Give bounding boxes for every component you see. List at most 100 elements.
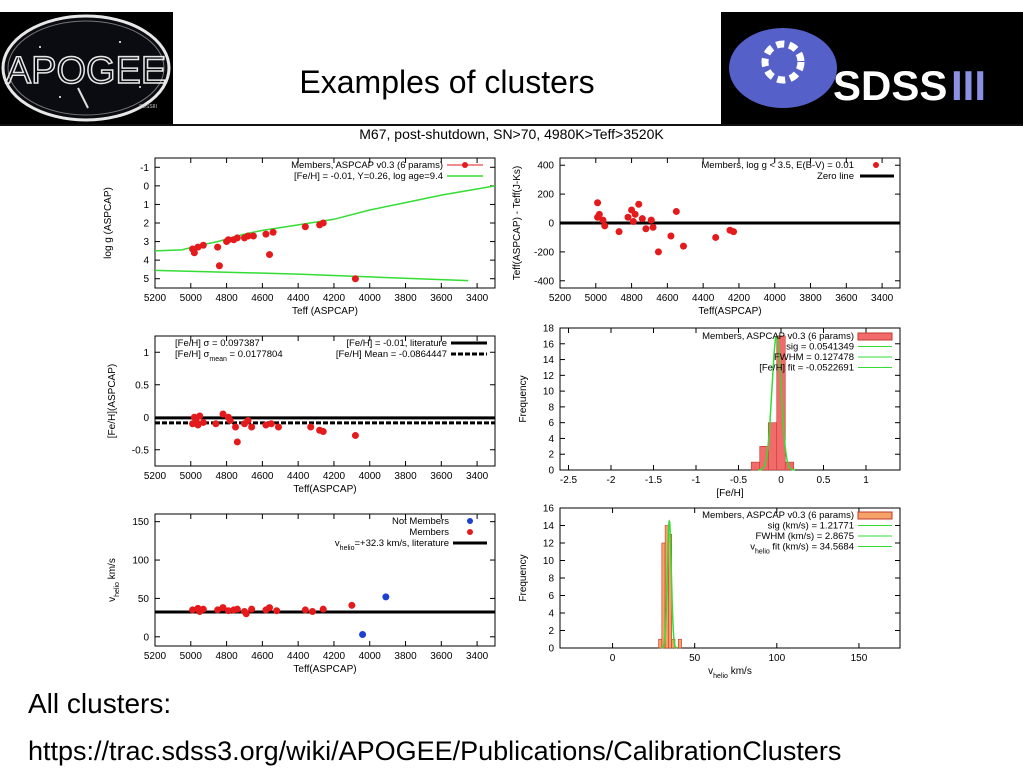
- y-axis-label: [Fe/H](ASPCAP): [107, 364, 118, 438]
- x-tick-label: 5200: [549, 293, 572, 304]
- y-tick-label: -200: [534, 247, 554, 258]
- legend-mean: [Fe/H] Mean = -0.0864447: [336, 349, 447, 360]
- x-tick-label: 4400: [287, 651, 310, 662]
- x-tick-label: 3400: [871, 293, 894, 304]
- x-tick-label: 3600: [430, 651, 453, 662]
- x-tick-label: 4800: [215, 293, 238, 304]
- x-tick-label: 0: [610, 653, 616, 664]
- x-tick-label: 4600: [251, 651, 274, 662]
- member-point: [638, 215, 646, 223]
- legend-members-dot: [462, 162, 468, 168]
- member-point: [219, 410, 227, 418]
- x-tick-label: 5000: [180, 471, 203, 482]
- x-tick-label: 1: [863, 475, 869, 486]
- x-tick-label: 5200: [144, 293, 167, 304]
- y-tick-label: 8: [548, 402, 554, 413]
- member-point: [232, 423, 240, 431]
- x-tick-label: 4600: [656, 293, 679, 304]
- x-axis-label: Teff(ASPCAP): [293, 664, 356, 675]
- y-axis-label-part: helio: [114, 582, 121, 597]
- y-axis-label: log g (ASPCAP): [103, 187, 114, 259]
- member-point: [248, 423, 256, 431]
- x-tick-label: 3600: [835, 293, 858, 304]
- member-point: [649, 223, 657, 231]
- plot-frame: [154, 335, 496, 467]
- figure-panels: 5200 5000 4800 4600 4400 4200 4000 3800 3600 3400…: [103, 157, 901, 680]
- x-tick-label: 4200: [323, 651, 346, 662]
- x-tick-label: 5000: [585, 293, 608, 304]
- member-point: [667, 232, 675, 240]
- x-tick-label: 3800: [394, 293, 417, 304]
- member-point: [266, 604, 274, 612]
- panel-dteff: 5200 5000 4800 4600 4400 4200 4000 3800 3600 3400…: [512, 157, 901, 317]
- y-tick-label: 12: [543, 539, 555, 550]
- x-tick-label: 4200: [323, 293, 346, 304]
- y-tick-label: 1: [143, 348, 149, 359]
- y-tick-label: 1: [143, 200, 149, 211]
- y-axis-label: Frequency: [518, 554, 529, 601]
- legend-zero: Zero line: [817, 171, 854, 182]
- panel-logg: 5200 5000 4800 4600 4400 4200 4000 3800 3600 3400…: [103, 157, 496, 317]
- y-tick-label: -0.5: [132, 445, 150, 456]
- non-member-point: [382, 593, 390, 601]
- legend-sigma-mean-part: [Fe/H] σ: [175, 349, 210, 360]
- x-tick-label: 5200: [144, 651, 167, 662]
- x-tick-label: 4000: [359, 471, 382, 482]
- sdss-logo: SDSS III: [721, 12, 1023, 124]
- slide-title: Examples of clusters: [299, 64, 595, 100]
- y-tick-label: 4: [548, 609, 554, 620]
- x-tick-label: -1: [692, 475, 701, 486]
- y-tick-label: 0: [548, 644, 554, 655]
- legend-entry: sig (km/s) = 1.21771: [768, 521, 854, 532]
- plot-frame: [154, 513, 496, 647]
- y-tick-label: -400: [534, 276, 554, 287]
- x-tick-label: 3600: [430, 293, 453, 304]
- member-point: [212, 420, 220, 428]
- y-tick-label: 0: [143, 632, 149, 643]
- y-tick-label: -1: [140, 163, 149, 174]
- member-point: [196, 412, 204, 420]
- y-tick-label: 0: [548, 219, 554, 230]
- x-tick-label: -1.5: [645, 475, 663, 486]
- histogram-bar: [658, 638, 663, 649]
- y-tick-label: 100: [132, 556, 149, 567]
- x-axis-label: Teff(ASPCAP): [293, 484, 356, 495]
- member-point: [274, 423, 282, 431]
- member-point: [224, 607, 232, 615]
- x-tick-label: 4200: [323, 471, 346, 482]
- x-tick-label: 50: [689, 653, 701, 664]
- member-point: [262, 421, 270, 429]
- member-point: [348, 601, 356, 609]
- y-tick-label: 4: [143, 256, 149, 267]
- member-point: [214, 243, 222, 251]
- x-tick-label: 3400: [466, 471, 489, 482]
- member-point: [244, 232, 252, 240]
- member-point: [219, 604, 227, 612]
- x-tick-label: 100: [768, 653, 785, 664]
- member-point: [273, 607, 281, 615]
- legend-members: Members, ASPCAP v0.3 (6 params): [291, 160, 443, 171]
- member-point: [242, 610, 250, 618]
- member-point: [226, 417, 234, 424]
- histogram-bar: [776, 335, 786, 471]
- non-member-point: [359, 630, 367, 638]
- member-point: [301, 223, 309, 231]
- member-point: [679, 242, 687, 250]
- x-axis-label: Teff(ASPCAP): [698, 306, 761, 317]
- y-tick-label: 6: [548, 418, 554, 429]
- x-tick-label: 3800: [799, 293, 822, 304]
- legend-members-dot: [467, 529, 473, 535]
- legend-entry: [Fe/H] fit = -0.0522691: [759, 363, 854, 374]
- legend-sigma-mean-part: mean: [209, 356, 227, 363]
- member-point: [351, 275, 359, 283]
- member-point: [199, 418, 207, 426]
- x-tick-label: 0.5: [817, 475, 831, 486]
- legend-not-members: Not Members: [392, 516, 449, 527]
- legend-sigma-mean-part: = 0.0177804: [227, 349, 283, 360]
- member-point: [224, 236, 232, 244]
- member-point: [266, 251, 274, 259]
- x-tick-label: 3600: [430, 471, 453, 482]
- member-point: [631, 210, 639, 218]
- y-tick-label: 200: [537, 190, 554, 201]
- footer-url[interactable]: https://trac.sdss3.org/wiki/APOGEE/Publi…: [28, 736, 842, 766]
